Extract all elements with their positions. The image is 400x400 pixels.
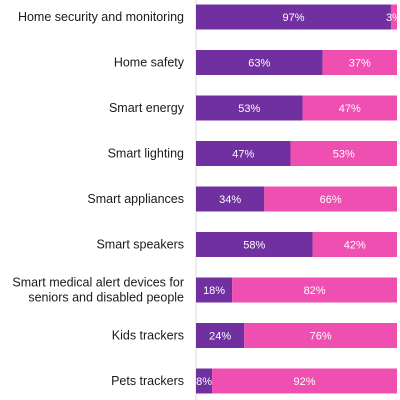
data-label: 53% [238,103,260,115]
bar-segment-series-a [196,50,323,75]
bar-segment-series-b [312,232,397,257]
bar-segment-series-a [196,232,313,257]
bar-segment-series-a [196,95,303,121]
category-label: Smart speakers [96,238,184,252]
bar-segment-series-b [302,95,397,121]
bar-segment-series-b [390,4,397,30]
data-label: 18% [203,285,225,297]
bar-segment-series-b [322,50,397,75]
data-label: 24% [209,331,231,343]
data-label: 8% [196,376,212,388]
data-label: 34% [219,194,241,206]
category-label: Smart lighting [108,147,184,161]
bar-segment-series-a [196,368,213,394]
category-label: Smart appliances [87,192,184,206]
bar-segment-series-b [232,277,397,303]
bar-segment-series-b [264,186,397,212]
category-label: Home security and monitoring [18,10,184,24]
data-label: 66% [320,194,342,206]
bar-segment-series-a [196,4,391,30]
data-label: 76% [310,331,332,343]
data-label: 82% [304,285,326,297]
category-label: Kids trackers [112,329,184,343]
bar-segment-series-b [290,141,397,166]
data-label: 53% [333,149,355,161]
data-label: 42% [344,240,366,252]
data-label: 92% [294,376,316,388]
data-label: 58% [243,240,265,252]
category-label: Pets trackers [111,374,184,388]
category-label: Smart energy [109,101,185,115]
data-label: 47% [232,149,254,161]
category-label: Smart medical alert devices for seniors a… [12,276,184,305]
data-label: 37% [349,58,371,70]
bar-segment-series-a [196,186,265,212]
data-label: 3% [386,12,400,24]
bar-segment-series-b [212,368,397,394]
data-label: 63% [248,58,270,70]
data-label: 97% [282,12,304,24]
bar-segment-series-b [244,323,397,348]
bar-segment-series-a [196,141,291,166]
data-label: 47% [339,103,361,115]
category-label: Home safety [114,56,185,70]
bar-segment-series-a [196,323,245,348]
bar-segment-series-a [196,277,233,303]
